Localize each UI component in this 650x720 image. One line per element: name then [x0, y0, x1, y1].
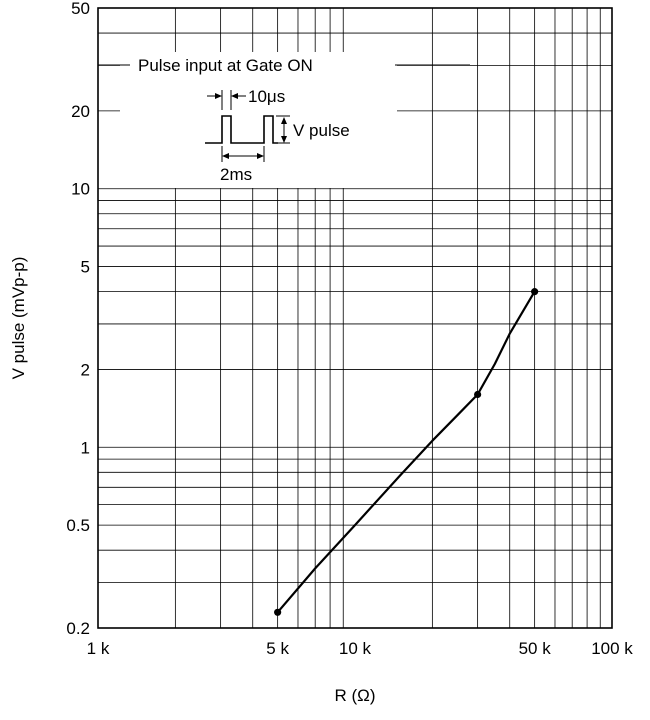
- y-tick-label: 0.2: [66, 619, 90, 638]
- x-tick-label: 5 k: [266, 639, 289, 658]
- amp-arrowhead-bottom: [281, 136, 287, 143]
- series-line: [276, 291, 536, 614]
- inset-title: Pulse input at Gate ON: [138, 56, 313, 75]
- y-tick-label: 1: [81, 438, 90, 457]
- data-point: [274, 608, 282, 616]
- y-tick-label: 2: [81, 360, 90, 379]
- x-tick-labels: 1 k 5 k 10 k 50 k 100 k: [87, 639, 634, 658]
- width-arrowhead-right: [231, 93, 238, 99]
- width-label: 10μs: [248, 87, 285, 106]
- data-markers: [274, 288, 539, 616]
- inset-backdrop: [120, 52, 397, 188]
- series-curve: [276, 291, 536, 614]
- data-point: [531, 288, 539, 296]
- x-tick-label: 50 k: [519, 639, 552, 658]
- y-axis-label: V pulse (mVp-p): [9, 257, 28, 380]
- x-tick-label: 1 k: [87, 639, 110, 658]
- y-tick-labels: 0.2 0.5 1 2 5 10 20 50: [66, 0, 90, 638]
- period-arrowhead-left: [222, 153, 229, 159]
- period-arrowhead-right: [257, 153, 264, 159]
- y-tick-label: 20: [71, 102, 90, 121]
- y-tick-label: 50: [71, 0, 90, 18]
- inset-pulse-diagram: Pulse input at Gate ON 10μs V pulse 2ms: [98, 56, 470, 184]
- x-tick-label: 100 k: [591, 639, 633, 658]
- y-tick-label: 0.5: [66, 516, 90, 535]
- y-tick-label: 5: [81, 258, 90, 277]
- data-point: [474, 390, 482, 399]
- amp-arrowhead-top: [281, 117, 287, 124]
- pulse-waveform: [205, 115, 278, 144]
- amplitude-label: V pulse: [293, 121, 350, 140]
- width-arrowhead-left: [215, 93, 222, 99]
- y-tick-label: 10: [71, 180, 90, 199]
- x-tick-label: 10 k: [339, 639, 372, 658]
- period-label: 2ms: [220, 165, 252, 184]
- plot-frame: [97, 7, 613, 629]
- x-axis-label: R (Ω): [334, 686, 375, 705]
